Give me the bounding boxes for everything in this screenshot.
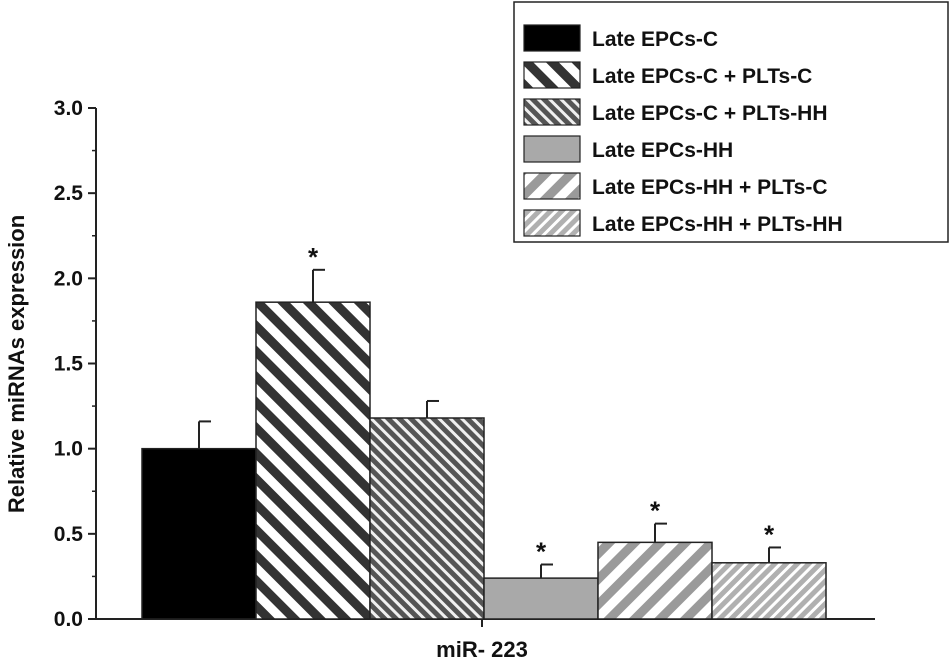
legend-box [513, 1, 949, 243]
y-tick-label: 0.0 [54, 608, 83, 631]
legend-label: Late EPCs-HH [592, 139, 733, 162]
significance-marker: * [536, 536, 547, 566]
bar [711, 562, 827, 620]
significance-marker: * [764, 519, 775, 549]
y-axis-title: Relative miRNAs expression [4, 215, 29, 513]
legend-swatch [523, 61, 581, 89]
y-tick-label: 1.5 [54, 353, 84, 376]
bar [483, 577, 599, 620]
legend-swatch [523, 98, 581, 126]
legend-swatch [523, 172, 581, 200]
legend-swatch [523, 24, 581, 52]
x-axis-title: miR- 223 [436, 637, 528, 662]
bar [369, 417, 485, 620]
y-tick-label: 2.0 [54, 267, 83, 290]
legend-label: Late EPCs-HH + PLTs-HH [592, 213, 843, 236]
legend-swatch [523, 135, 581, 163]
bar [141, 447, 257, 620]
bar [255, 301, 371, 620]
y-tick-label: 3.0 [54, 97, 83, 120]
y-tick-label: 0.5 [54, 523, 84, 546]
significance-marker: * [650, 496, 661, 526]
legend-label: Late EPCs-C + PLTs-C [592, 65, 812, 88]
significance-marker: * [308, 242, 319, 272]
legend: Late EPCs-C Late EPCs-C + PLTs-C Late EPCs… [513, 1, 949, 243]
bar [597, 541, 713, 620]
legend-label: Late EPCs-C [592, 28, 718, 51]
legend-label: Late EPCs-HH + PLTs-C [592, 176, 828, 199]
legend-label: Late EPCs-C + PLTs-HH [592, 102, 828, 125]
y-tick-label: 2.5 [54, 182, 84, 205]
y-tick-label: 1.0 [54, 438, 83, 461]
legend-swatch [523, 209, 581, 237]
y-ticks: 0.0 0.5 1.0 1.5 2.0 2.5 3.0 [54, 97, 96, 631]
bars: * * * * [141, 242, 827, 627]
